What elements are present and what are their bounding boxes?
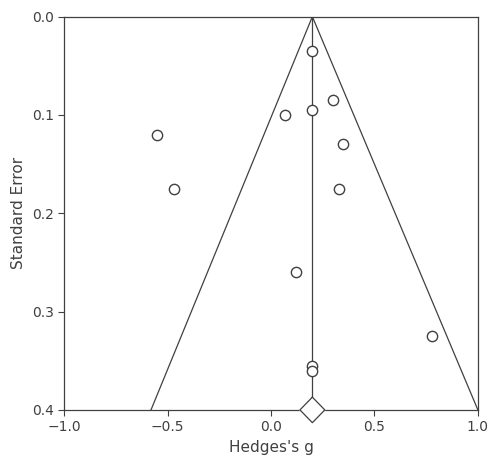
Point [292,268,300,276]
Point [308,47,316,55]
Point [153,131,161,138]
Point [170,185,177,192]
Point [428,332,436,340]
Point [340,141,347,148]
Point [282,111,290,119]
X-axis label: Hedges's g: Hedges's g [228,440,314,455]
Point [308,362,316,370]
Point [329,96,337,104]
Point [308,106,316,114]
Point [308,367,316,374]
Y-axis label: Standard Error: Standard Error [11,157,26,269]
Polygon shape [300,397,325,423]
Point [336,185,344,192]
